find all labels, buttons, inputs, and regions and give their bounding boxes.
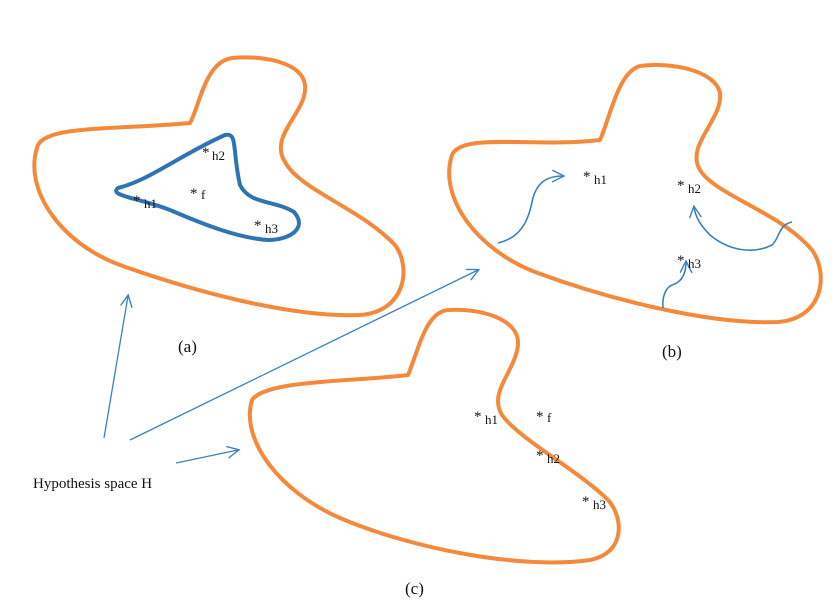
hypothesis-space-outline-b [447,63,823,325]
point-label-h2-c: h2 [547,451,560,466]
marker-star: * [583,169,591,185]
point-label-h3-b: h3 [688,256,701,271]
panel-a: * h2 * f * h1 * h3 (a) [32,55,406,356]
marker-star: * [190,186,198,202]
point-label-h3-c: h3 [593,497,606,512]
panel-c: * h1 * f * h2 * h3 (c) [247,307,621,598]
marker-star: * [536,448,544,464]
point-label-h2-a: h2 [212,148,225,163]
marker-star: * [474,409,482,425]
point-label-h2-b: h2 [688,181,701,196]
point-label-h1-a: h1 [144,196,157,211]
hypothesis-space-outline-a [32,55,406,318]
marker-star: * [677,178,685,194]
panel-label-b: (b) [662,342,682,361]
point-label-f-c: f [547,410,552,425]
curved-arrow-to-h1 [497,176,563,244]
hypothesis-space-outline-c [247,307,621,565]
curved-arrow-to-h3 [662,262,686,309]
arrow-to-panel-c [175,450,238,464]
arrow-to-panel-a [103,296,128,439]
panel-label-c: (c) [405,579,424,598]
target-subset-outline-a [114,132,301,242]
marker-star: * [254,218,262,234]
marker-star: * [202,145,210,161]
panel-b: * h1 * h2 * h3 (b) [447,63,823,361]
marker-star: * [677,253,685,269]
marker-star: * [133,193,141,209]
panel-label-a: (a) [178,337,197,356]
arrow-to-panel-b [129,270,478,441]
marker-star: * [582,494,590,510]
point-label-h1-c: h1 [485,412,498,427]
point-label-f-a: f [201,187,206,202]
point-label-h3-a: h3 [265,221,278,236]
curved-arrow-to-h2 [694,207,793,251]
marker-star: * [536,409,544,425]
point-label-h1-b: h1 [594,172,607,187]
hypothesis-space-caption: Hypothesis space H [33,476,152,492]
